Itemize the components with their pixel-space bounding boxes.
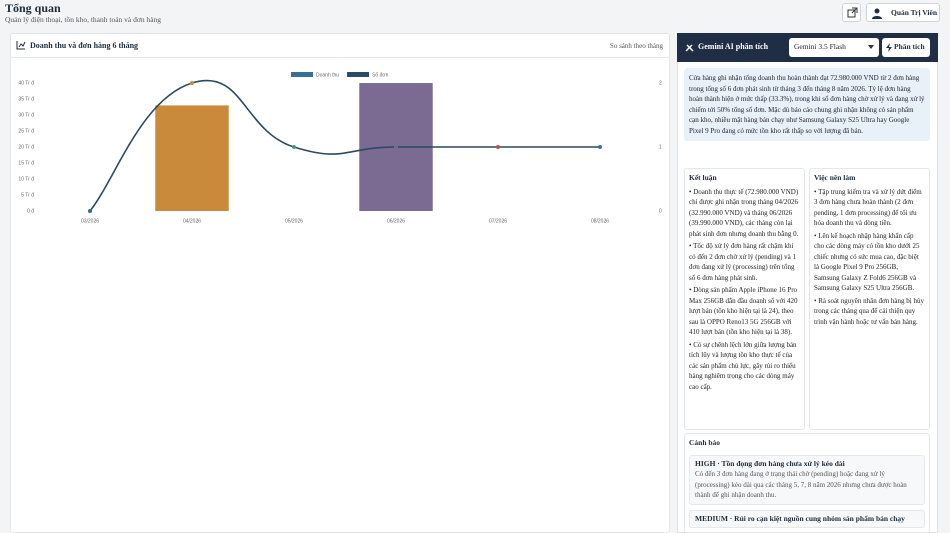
bolt-icon	[886, 43, 892, 52]
x-tick-label: 07/2026	[489, 218, 507, 224]
icon	[847, 7, 858, 18]
conclusion-box: Kết luận Doanh thu thực tế (72.980.000 VN…	[684, 168, 805, 430]
y-tick-label: 0 đ	[27, 208, 34, 214]
warning-description: Có đến 3 đơn hàng đang ở trạng thái chờ …	[695, 470, 907, 499]
card-title: Doanh thu và đơn hàng 6 tháng	[30, 41, 139, 50]
y-tick-label: 5 Tr đ	[21, 192, 34, 198]
warning-item: HIGH · Tồn đọng đơn hàng chưa xử lý kéo …	[689, 454, 925, 505]
warnings-box: Cảnh báo HIGH · Tồn đọng đơn hàng chưa xử…	[684, 433, 930, 533]
list-item: Rà soát nguyên nhân đơn hàng bị hủy tron…	[814, 296, 925, 328]
list-item: Tốc độ xử lý đơn hàng rất chậm khi có đế…	[689, 241, 800, 283]
warning-title: MEDIUM · Rủi ro cạn kiệt nguồn cung nhóm…	[695, 513, 905, 523]
card-header	[10, 33, 670, 58]
conclusion-list: Doanh thu thực tế (72.980.000 VND) chỉ đ…	[689, 187, 800, 393]
y-tick-label: 15 Tr đ	[18, 160, 34, 166]
y2-tick-label: 0	[659, 208, 662, 214]
y-tick-label: 25 Tr đ	[18, 128, 34, 134]
warnings-list: HIGH · Tồn đọng đơn hàng chưa xử lý kéo …	[689, 454, 925, 528]
tools-icon	[685, 44, 694, 52]
y-tick-label: 10 Tr đ	[18, 176, 34, 182]
y-tick-label: 40 Tr đ	[18, 80, 34, 86]
user-menu[interactable]: Quản Trị Viên	[866, 3, 940, 22]
y2-tick-label: 2	[659, 80, 662, 86]
y-tick-label: 30 Tr đ	[18, 112, 34, 118]
page-title: Tổng quan	[5, 1, 61, 15]
list-item: Tập trung kiểm tra và xử lý dứt điểm 3 đ…	[814, 187, 925, 229]
analyze-label: Phân tích	[894, 42, 925, 51]
model-select[interactable]: Gemini 3.5 Flash	[789, 38, 879, 57]
legend-swatch	[347, 72, 370, 77]
legend-label: Doanh thu	[316, 72, 339, 78]
line-point	[394, 145, 398, 149]
x-tick-label: 03/2026	[81, 218, 99, 224]
actions-box: Việc nên làm Tập trung kiểm tra và xử lý …	[809, 168, 930, 430]
line-point	[598, 145, 602, 149]
line-point	[292, 145, 296, 149]
list-item: Dòng sản phẩm Apple iPhone 16 Pro Max 25…	[689, 285, 800, 338]
list-item: Doanh thu thực tế (72.980.000 VND) chỉ đ…	[689, 187, 800, 240]
analyze-button[interactable]: Phân tích	[882, 38, 930, 57]
line-point	[496, 145, 500, 149]
ai-summary: Cửa hàng ghi nhận tổng doanh thu hoàn th…	[684, 68, 930, 141]
card-subtitle: So sánh theo tháng	[609, 42, 663, 50]
page-subtitle: Quản lý điện thoại, tồn kho, thanh toán …	[5, 15, 162, 24]
legend-swatch	[291, 72, 313, 77]
ai-panel-title: Gemini AI phân tích	[698, 42, 769, 51]
x-tick-label: 06/2026	[387, 218, 405, 224]
line	[89, 79, 600, 212]
x-tick-label: 04/2026	[183, 218, 201, 224]
user-icon	[872, 8, 882, 19]
chart-card	[10, 33, 670, 533]
warning-title: HIGH · Tồn đọng đơn hàng chưa xử lý kéo …	[695, 458, 845, 468]
y-tick-label: 20 Tr đ	[18, 144, 34, 150]
conclusion-title: Kết luận	[689, 173, 717, 182]
chart: 0 đ 5 Tr đ 10 Tr đ 15 Tr đ 20 Tr đ 25 Tr đ 30 …	[18, 72, 662, 224]
warning-item: MEDIUM · Rủi ro cạn kiệt nguồn cung nhóm…	[689, 509, 925, 528]
x-tick-label: 05/2026	[285, 218, 303, 224]
bar	[155, 105, 229, 211]
user-name: Quản Trị Viên	[891, 8, 937, 17]
y-tick-label: 35 Tr đ	[18, 96, 34, 102]
legend-label: Số đơn	[372, 72, 389, 78]
open-button[interactable]	[842, 3, 861, 22]
actions-title: Việc nên làm	[814, 173, 856, 182]
chart-icon	[16, 41, 26, 50]
actions-list: Tập trung kiểm tra và xử lý dứt điểm 3 đ…	[814, 187, 925, 328]
line-point	[88, 209, 92, 213]
x-tick-label: 08/2026	[591, 218, 609, 224]
line-point	[190, 81, 194, 85]
list-item: Có sự chênh lệch lớn giữa lượng bán tích…	[689, 340, 800, 393]
warnings-title: Cảnh báo	[689, 438, 721, 447]
y2-tick-label: 1	[659, 144, 662, 150]
list-item: Lên kế hoạch nhập hàng khẩn cấp cho các …	[814, 231, 925, 294]
